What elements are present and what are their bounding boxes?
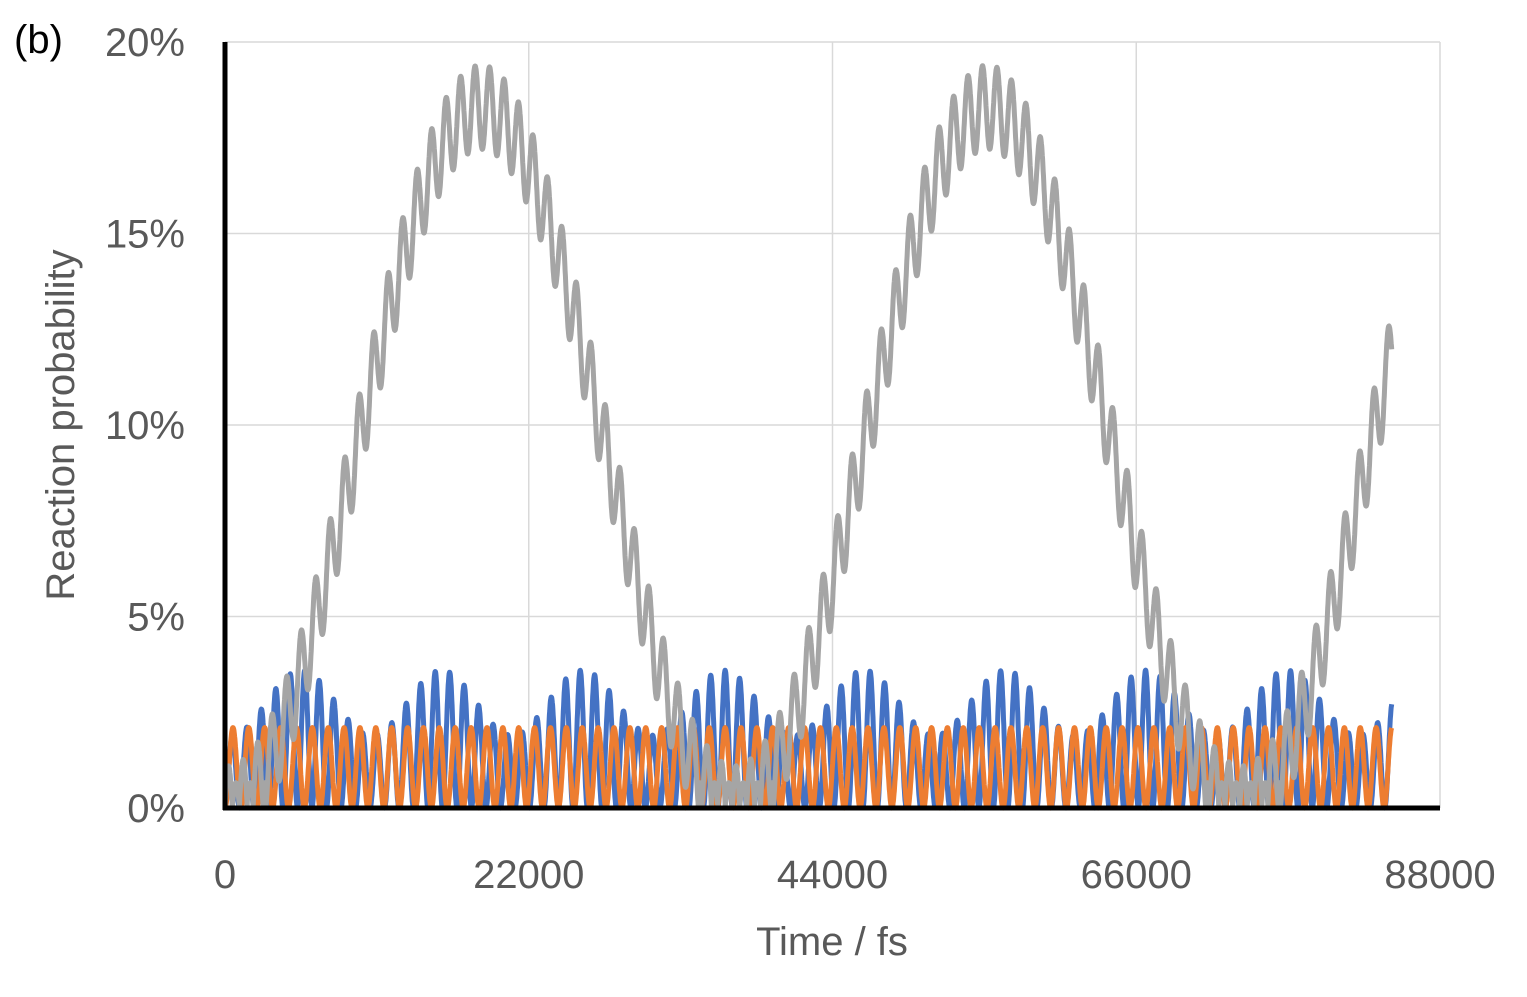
y-tick-label-0: 0% <box>127 787 185 831</box>
grid-lines <box>224 41 1441 809</box>
y-tick-label-2: 10% <box>105 404 185 448</box>
x-tick-label-0: 0 <box>214 853 236 897</box>
axes <box>222 42 1440 811</box>
y-tick-label-3: 15% <box>105 213 185 257</box>
x-axis-label: Time / fs <box>756 920 908 964</box>
series-layer <box>222 63 1395 811</box>
y-axis-label: Reaction probability <box>39 249 83 600</box>
tick-labels: 0% 5% 10% 15% 20% 0 22000 44000 66000 88000 <box>105 21 1496 897</box>
y-tick-label-4: 20% <box>105 21 185 65</box>
y-tick-label-1: 5% <box>127 596 185 640</box>
x-tick-label-3: 66000 <box>1081 853 1192 897</box>
series-line-2 <box>222 63 1395 811</box>
x-tick-label-1: 22000 <box>473 853 584 897</box>
x-tick-label-2: 44000 <box>777 853 888 897</box>
panel-label: (b) <box>14 18 63 62</box>
x-tick-label-4: 88000 <box>1384 853 1495 897</box>
